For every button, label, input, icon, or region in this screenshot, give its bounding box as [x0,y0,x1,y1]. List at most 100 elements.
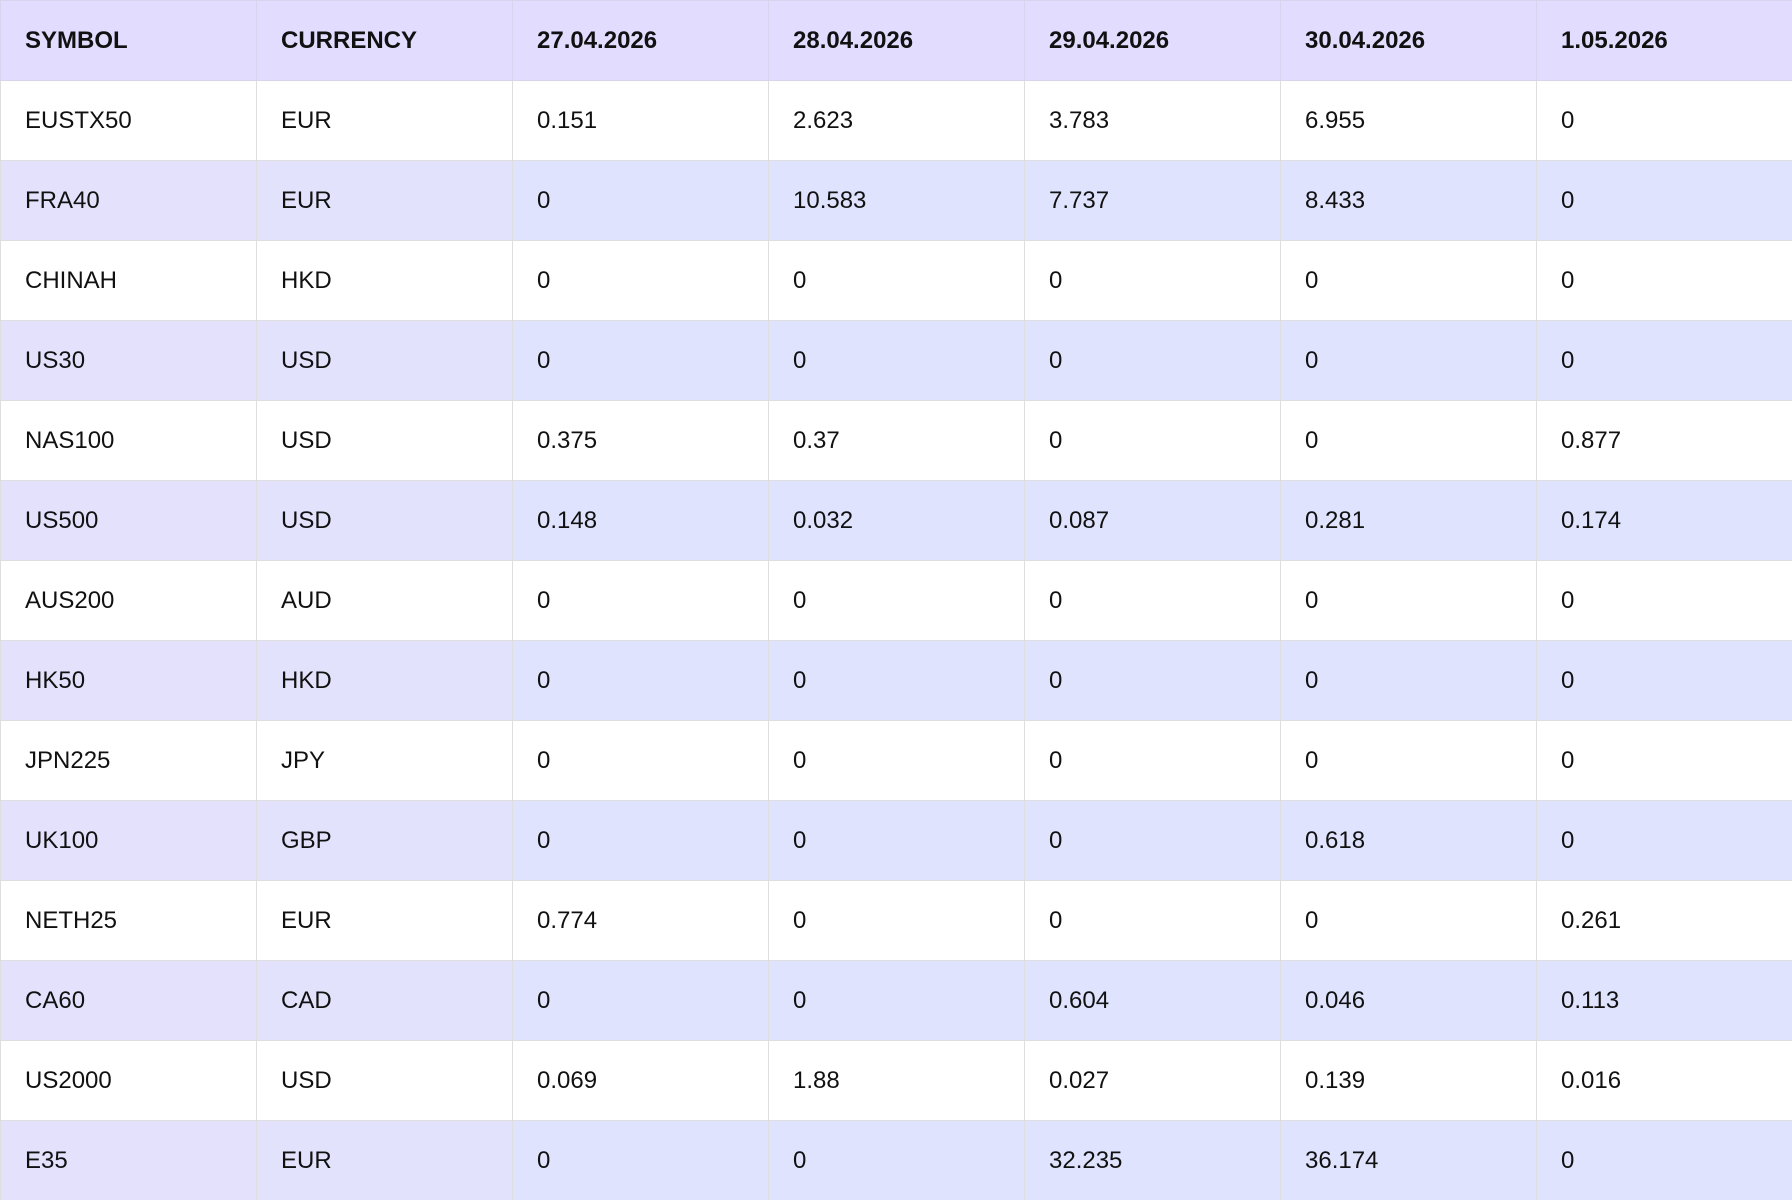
table-row[interactable]: AUS200 AUD 0 0 0 0 0 [0,560,1792,641]
currency-cell: JPY [256,720,513,801]
value-cell-date-3: 0 [1024,240,1281,321]
value-cell-date-3: 0.604 [1024,960,1281,1041]
header-row: SYMBOL CURRENCY 27.04.2026 28.04.2026 29… [0,0,1792,81]
value-cell-date-1: 0.069 [512,1040,769,1121]
symbol-cell: CHINAH [0,240,257,321]
symbol-cell: NETH25 [0,880,257,961]
currency-cell: EUR [256,880,513,961]
header-currency[interactable]: CURRENCY [256,0,513,81]
value-cell-date-5: 0 [1536,720,1792,801]
value-cell-date-3: 0 [1024,800,1281,881]
value-cell-date-4: 0 [1280,240,1537,321]
table-row[interactable]: US500 USD 0.148 0.032 0.087 0.281 0.174 [0,480,1792,561]
value-cell-date-5: 0.016 [1536,1040,1792,1121]
value-cell-date-5: 0 [1536,320,1792,401]
header-date-3[interactable]: 29.04.2026 [1024,0,1281,81]
value-cell-date-4: 0.046 [1280,960,1537,1041]
currency-cell: USD [256,1040,513,1121]
value-cell-date-5: 0 [1536,640,1792,721]
currency-cell: HKD [256,240,513,321]
value-cell-date-4: 0 [1280,720,1537,801]
value-cell-date-5: 0.113 [1536,960,1792,1041]
value-cell-date-4: 8.433 [1280,160,1537,241]
value-cell-date-1: 0 [512,240,769,321]
value-cell-date-2: 0 [768,960,1025,1041]
table-row[interactable]: EUSTX50 EUR 0.151 2.623 3.783 6.955 0 [0,80,1792,161]
value-cell-date-1: 0 [512,560,769,641]
symbol-cell: US30 [0,320,257,401]
value-cell-date-2: 0 [768,640,1025,721]
value-cell-date-3: 0 [1024,880,1281,961]
currency-cell: EUR [256,1120,513,1200]
symbol-cell: JPN225 [0,720,257,801]
table-body: EUSTX50 EUR 0.151 2.623 3.783 6.955 0 FRA40 EUR 0… [0,80,1792,1200]
table-row[interactable]: HK50 HKD 0 0 0 0 0 [0,640,1792,721]
value-cell-date-5: 0.261 [1536,880,1792,961]
value-cell-date-3: 7.737 [1024,160,1281,241]
table-row[interactable]: NAS100 USD 0.375 0.37 0 0 0.877 [0,400,1792,481]
currency-cell: HKD [256,640,513,721]
value-cell-date-2: 0 [768,1120,1025,1200]
symbol-cell: US2000 [0,1040,257,1121]
value-cell-date-4: 0.281 [1280,480,1537,561]
table-row[interactable]: CA60 CAD 0 0 0.604 0.046 0.113 [0,960,1792,1041]
currency-cell: GBP [256,800,513,881]
value-cell-date-1: 0 [512,720,769,801]
value-cell-date-2: 0 [768,720,1025,801]
value-cell-date-5: 0 [1536,560,1792,641]
table-row[interactable]: UK100 GBP 0 0 0 0.618 0 [0,800,1792,881]
symbol-cell: FRA40 [0,160,257,241]
value-cell-date-3: 0.087 [1024,480,1281,561]
value-cell-date-1: 0 [512,160,769,241]
value-cell-date-1: 0 [512,640,769,721]
table-header: SYMBOL CURRENCY 27.04.2026 28.04.2026 29… [0,0,1792,81]
value-cell-date-2: 10.583 [768,160,1025,241]
value-cell-date-4: 0 [1280,320,1537,401]
currency-cell: EUR [256,80,513,161]
value-cell-date-2: 0 [768,320,1025,401]
value-cell-date-4: 0 [1280,400,1537,481]
header-date-1[interactable]: 27.04.2026 [512,0,769,81]
value-cell-date-3: 0 [1024,560,1281,641]
symbol-cell: NAS100 [0,400,257,481]
value-cell-date-5: 0 [1536,800,1792,881]
table-row[interactable]: US30 USD 0 0 0 0 0 [0,320,1792,401]
symbol-cell: HK50 [0,640,257,721]
value-cell-date-2: 0 [768,880,1025,961]
value-cell-date-1: 0 [512,800,769,881]
value-cell-date-5: 0 [1536,240,1792,321]
value-cell-date-1: 0.375 [512,400,769,481]
header-symbol[interactable]: SYMBOL [0,0,257,81]
symbol-cell: EUSTX50 [0,80,257,161]
value-cell-date-2: 0.032 [768,480,1025,561]
value-cell-date-1: 0.774 [512,880,769,961]
table-row[interactable]: JPN225 JPY 0 0 0 0 0 [0,720,1792,801]
symbol-cell: UK100 [0,800,257,881]
header-date-5[interactable]: 1.05.2026 [1536,0,1792,81]
value-cell-date-4: 6.955 [1280,80,1537,161]
table-row[interactable]: CHINAH HKD 0 0 0 0 0 [0,240,1792,321]
symbol-cell: E35 [0,1120,257,1200]
header-date-4[interactable]: 30.04.2026 [1280,0,1537,81]
header-date-2[interactable]: 28.04.2026 [768,0,1025,81]
table-row[interactable]: E35 EUR 0 0 32.235 36.174 0 [0,1120,1792,1200]
currency-cell: USD [256,480,513,561]
currency-cell: EUR [256,160,513,241]
table-row[interactable]: NETH25 EUR 0.774 0 0 0 0.261 [0,880,1792,961]
value-cell-date-4: 0 [1280,560,1537,641]
value-cell-date-5: 0 [1536,80,1792,161]
value-cell-date-1: 0 [512,320,769,401]
table-row[interactable]: FRA40 EUR 0 10.583 7.737 8.433 0 [0,160,1792,241]
symbol-cell: US500 [0,480,257,561]
value-cell-date-2: 1.88 [768,1040,1025,1121]
value-cell-date-2: 2.623 [768,80,1025,161]
table-row[interactable]: US2000 USD 0.069 1.88 0.027 0.139 0.016 [0,1040,1792,1121]
value-cell-date-1: 0.148 [512,480,769,561]
value-cell-date-4: 36.174 [1280,1120,1537,1200]
value-cell-date-3: 32.235 [1024,1120,1281,1200]
value-cell-date-1: 0 [512,1120,769,1200]
value-cell-date-2: 0 [768,240,1025,321]
value-cell-date-2: 0 [768,800,1025,881]
value-cell-date-4: 0.618 [1280,800,1537,881]
